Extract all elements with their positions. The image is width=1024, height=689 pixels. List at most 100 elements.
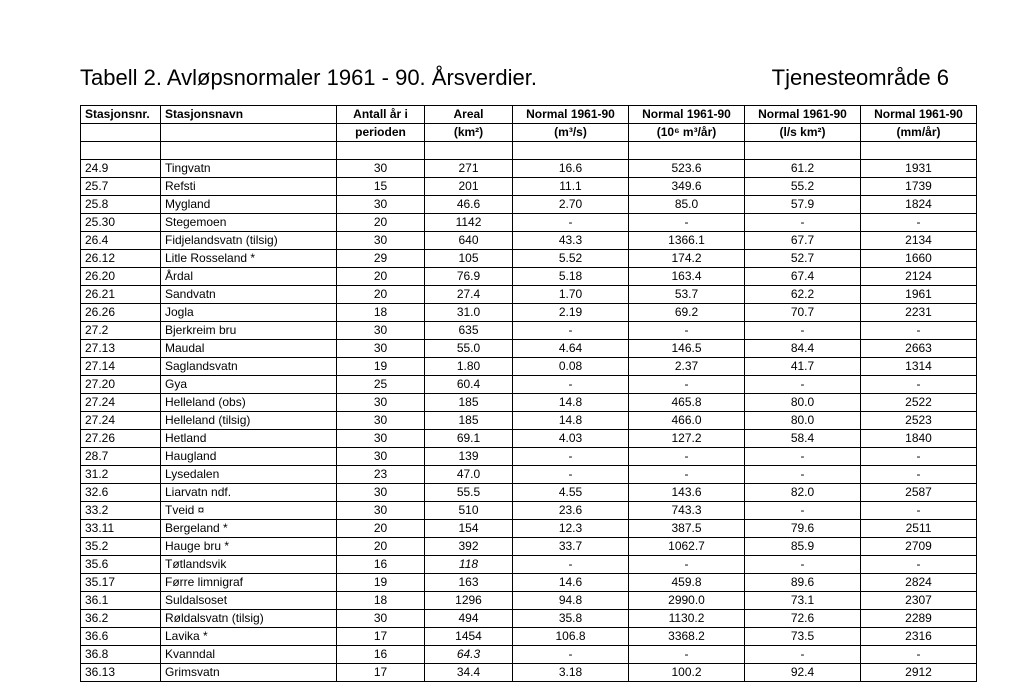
table-cell: - xyxy=(861,214,977,232)
table-cell: - xyxy=(745,466,861,484)
table-cell: 92.4 xyxy=(745,664,861,682)
table-cell: 743.3 xyxy=(629,502,745,520)
table-cell: 2587 xyxy=(861,484,977,502)
table-cell: 73.5 xyxy=(745,628,861,646)
table-cell: 201 xyxy=(425,178,513,196)
table-cell: 185 xyxy=(425,394,513,412)
table-cell: Tingvatn xyxy=(161,160,337,178)
table-cell: 510 xyxy=(425,502,513,520)
header-row-2: perioden(km²)(m³/s)(10⁶ m³/år)(l/s km²)(… xyxy=(81,124,977,142)
table-cell: 118 xyxy=(425,556,513,574)
table-cell: 73.1 xyxy=(745,592,861,610)
table-cell: - xyxy=(745,322,861,340)
table-cell: 27.4 xyxy=(425,286,513,304)
table-cell: 31.2 xyxy=(81,466,161,484)
table-cell: 55.0 xyxy=(425,340,513,358)
table-cell: - xyxy=(513,646,629,664)
table-cell: - xyxy=(513,556,629,574)
header-unit-cell: (l/s km²) xyxy=(745,124,861,142)
table-cell: 36.6 xyxy=(81,628,161,646)
table-cell: 80.0 xyxy=(745,394,861,412)
table-cell: 30 xyxy=(337,340,425,358)
table-cell: 67.7 xyxy=(745,232,861,250)
header-unit-cell: perioden xyxy=(337,124,425,142)
header-cell: Normal 1961-90 xyxy=(745,106,861,124)
table-cell: 84.4 xyxy=(745,340,861,358)
table-cell: Førre limnigraf xyxy=(161,574,337,592)
table-cell: 1142 xyxy=(425,214,513,232)
table-cell: 17 xyxy=(337,664,425,682)
table-cell: 36.2 xyxy=(81,610,161,628)
table-cell: Bjerkreim bru xyxy=(161,322,337,340)
table-row: 35.17Førre limnigraf1916314.6459.889.628… xyxy=(81,574,977,592)
header-cell: Normal 1961-90 xyxy=(629,106,745,124)
table-cell: 139 xyxy=(425,448,513,466)
table-cell: 82.0 xyxy=(745,484,861,502)
table-cell: 31.0 xyxy=(425,304,513,322)
table-cell: 163 xyxy=(425,574,513,592)
table-cell: 33.2 xyxy=(81,502,161,520)
table-cell: 69.2 xyxy=(629,304,745,322)
table-cell: 143.6 xyxy=(629,484,745,502)
table-row: 26.26Jogla1831.02.1969.270.72231 xyxy=(81,304,977,322)
table-row: 31.2Lysedalen2347.0---- xyxy=(81,466,977,484)
table-cell: - xyxy=(745,646,861,664)
table-cell: 2.70 xyxy=(513,196,629,214)
table-cell: - xyxy=(745,556,861,574)
table-row: 32.6Liarvatn ndf.3055.54.55143.682.02587 xyxy=(81,484,977,502)
table-cell: 16 xyxy=(337,646,425,664)
table-cell: 105 xyxy=(425,250,513,268)
table-cell: 2663 xyxy=(861,340,977,358)
table-cell: 2316 xyxy=(861,628,977,646)
table-cell: 2709 xyxy=(861,538,977,556)
table-cell: Gya xyxy=(161,376,337,394)
table-cell: Refsti xyxy=(161,178,337,196)
table-cell: 20 xyxy=(337,538,425,556)
table-cell: Kvanndal xyxy=(161,646,337,664)
header-unit-cell xyxy=(161,124,337,142)
table-cell: Lavika * xyxy=(161,628,337,646)
table-cell: Liarvatn ndf. xyxy=(161,484,337,502)
table-cell: 70.7 xyxy=(745,304,861,322)
table-cell: Litle Rosseland * xyxy=(161,250,337,268)
table-cell: 61.2 xyxy=(745,160,861,178)
table-cell: 18 xyxy=(337,592,425,610)
table-cell: 16 xyxy=(337,556,425,574)
table-cell: - xyxy=(861,502,977,520)
table-cell: 18 xyxy=(337,304,425,322)
table-cell: 72.6 xyxy=(745,610,861,628)
table-cell: 47.0 xyxy=(425,466,513,484)
table-cell: 67.4 xyxy=(745,268,861,286)
table-row: 25.7Refsti1520111.1349.655.21739 xyxy=(81,178,977,196)
table-cell: 36.13 xyxy=(81,664,161,682)
page-container: Tabell 2. Avløpsnormaler 1961 - 90. Årsv… xyxy=(0,0,1024,682)
table-cell: 55.5 xyxy=(425,484,513,502)
table-cell: 15 xyxy=(337,178,425,196)
table-row: 36.13Grimsvatn1734.43.18100.292.42912 xyxy=(81,664,977,682)
table-cell: 0.08 xyxy=(513,358,629,376)
table-cell: 27.2 xyxy=(81,322,161,340)
table-cell: - xyxy=(745,214,861,232)
table-cell: 640 xyxy=(425,232,513,250)
table-cell: 2990.0 xyxy=(629,592,745,610)
table-cell: 1296 xyxy=(425,592,513,610)
table-row: 25.8Mygland3046.62.7085.057.91824 xyxy=(81,196,977,214)
table-head: Stasjonsnr.StasjonsnavnAntall år iArealN… xyxy=(81,106,977,142)
table-cell: 466.0 xyxy=(629,412,745,430)
header-unit-cell: (km²) xyxy=(425,124,513,142)
table-cell: Sandvatn xyxy=(161,286,337,304)
table-cell: 2523 xyxy=(861,412,977,430)
table-cell: 154 xyxy=(425,520,513,538)
table-cell: 26.20 xyxy=(81,268,161,286)
table-cell: 30 xyxy=(337,232,425,250)
table-cell: 53.7 xyxy=(629,286,745,304)
table-cell: 4.55 xyxy=(513,484,629,502)
table-cell: Lysedalen xyxy=(161,466,337,484)
table-cell: - xyxy=(513,214,629,232)
table-cell: 387.5 xyxy=(629,520,745,538)
title-left: Tabell 2. Avløpsnormaler 1961 - 90. Årsv… xyxy=(80,65,537,91)
table-cell: - xyxy=(629,466,745,484)
table-cell: 20 xyxy=(337,268,425,286)
table-cell: 29 xyxy=(337,250,425,268)
table-cell: 1961 xyxy=(861,286,977,304)
